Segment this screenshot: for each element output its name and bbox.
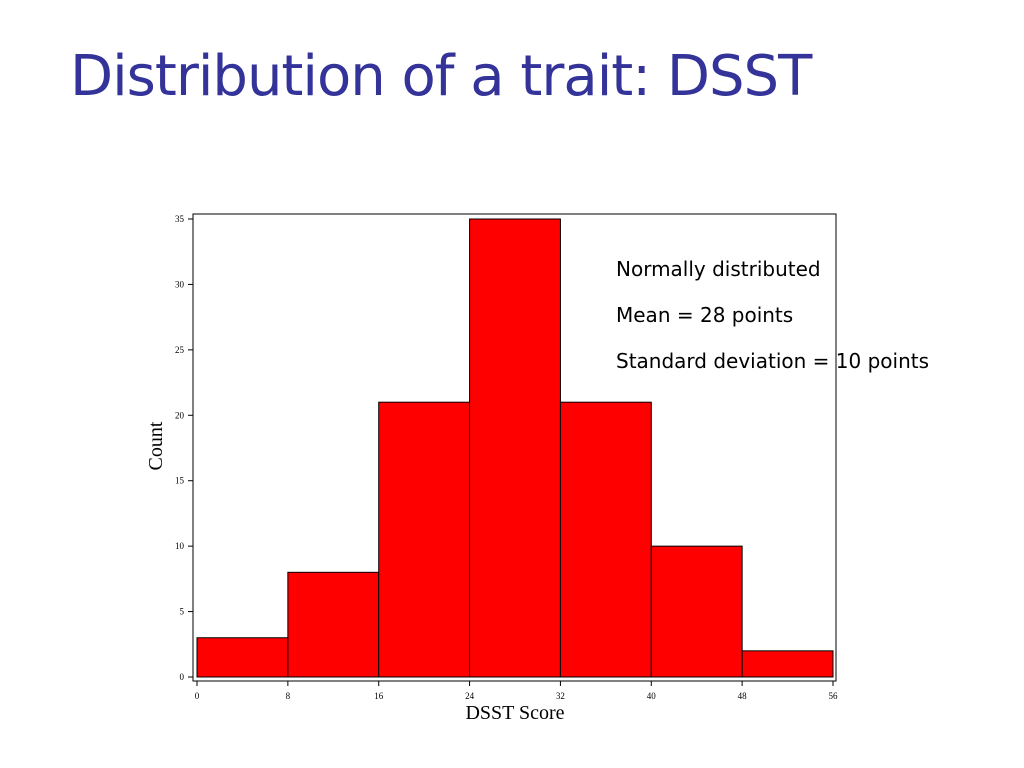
x-tick-label: 40 <box>647 691 657 701</box>
histogram-bar <box>650 545 743 678</box>
x-axis-label: DSST Score <box>465 702 564 724</box>
slide-title: Distribution of a trait: DSST <box>70 44 812 109</box>
histogram-bar <box>559 401 652 678</box>
x-tick-label: 56 <box>829 691 839 701</box>
x-tick-label: 8 <box>286 691 291 701</box>
histogram-bar <box>196 637 289 678</box>
y-tick-label: 20 <box>175 410 185 420</box>
y-tick-label: 30 <box>175 279 185 289</box>
y-axis-ticks: 0 5 10 15 20 25 30 35 <box>175 214 193 682</box>
x-axis-ticks: 0 8 16 24 32 40 48 56 <box>195 681 838 701</box>
x-tick-label: 16 <box>374 691 384 701</box>
x-tick-label: 24 <box>465 691 475 701</box>
y-tick-label: 5 <box>180 607 185 617</box>
x-tick-label: 32 <box>556 691 565 701</box>
x-tick-label: 0 <box>195 691 200 701</box>
y-tick-label: 35 <box>175 214 185 224</box>
histogram-bar <box>378 401 471 678</box>
bars-layer <box>196 218 834 678</box>
plot-frame <box>192 213 837 682</box>
y-tick-label: 15 <box>175 476 185 486</box>
y-tick-label: 10 <box>175 541 185 551</box>
x-tick-label: 48 <box>738 691 748 701</box>
note-mean: Mean = 28 points <box>616 303 794 327</box>
histogram-bar <box>741 650 834 678</box>
histogram-bar <box>469 218 561 678</box>
histogram-bar <box>287 571 380 678</box>
y-axis-label: Count <box>145 421 167 470</box>
y-tick-label: 25 <box>175 345 185 355</box>
y-tick-label: 0 <box>180 672 185 682</box>
note-std-dev: Standard deviation = 10 points <box>616 349 930 373</box>
note-distribution: Normally distributed <box>616 257 821 281</box>
